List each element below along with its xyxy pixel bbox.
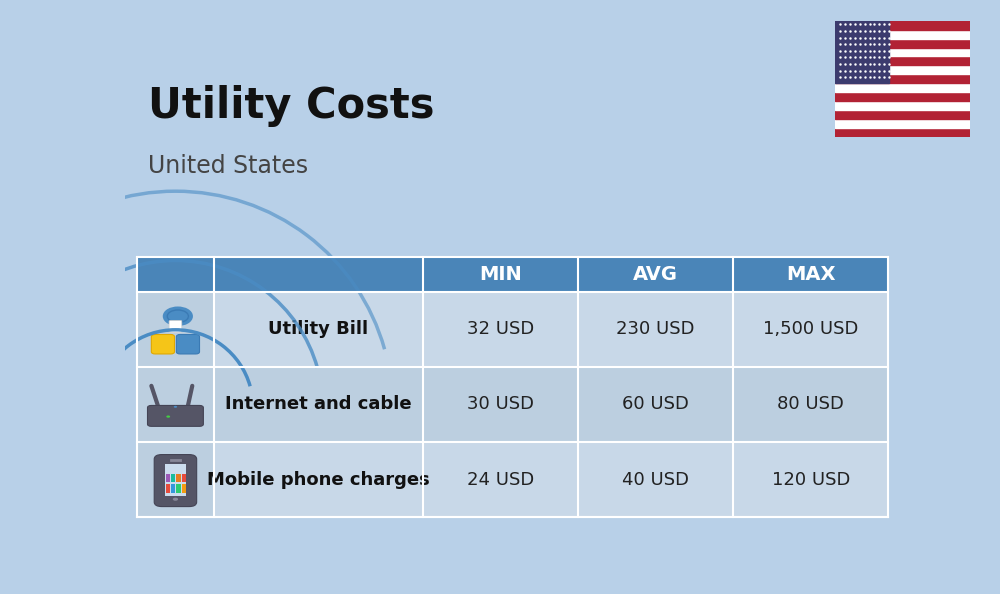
Bar (835, 39, 970, 48)
Bar (166, 484, 170, 492)
Text: Utility Costs: Utility Costs (148, 85, 435, 127)
Bar (835, 56, 970, 65)
Text: 30 USD: 30 USD (467, 396, 534, 413)
Bar (176, 484, 181, 492)
Bar (835, 65, 970, 74)
FancyBboxPatch shape (147, 406, 203, 426)
Bar (176, 474, 181, 482)
FancyBboxPatch shape (151, 334, 175, 354)
Bar (214, 257, 423, 292)
Text: MAX: MAX (786, 264, 835, 283)
Bar (835, 110, 970, 119)
Bar (137, 367, 214, 442)
Text: Internet and cable: Internet and cable (225, 396, 412, 413)
Text: 1,500 USD: 1,500 USD (763, 320, 858, 339)
Text: 60 USD: 60 USD (622, 396, 689, 413)
Bar (165, 465, 186, 496)
Bar (835, 48, 970, 56)
Bar (214, 367, 888, 442)
Circle shape (173, 498, 178, 501)
Bar (835, 21, 970, 30)
Bar (835, 83, 970, 92)
Text: United States: United States (148, 154, 308, 178)
Bar (835, 30, 970, 39)
FancyBboxPatch shape (169, 320, 182, 333)
Bar (171, 484, 175, 492)
Bar (137, 442, 214, 517)
Text: 40 USD: 40 USD (622, 470, 689, 489)
Bar (835, 119, 970, 128)
Bar (171, 474, 175, 482)
Bar (182, 474, 186, 482)
Text: 24 USD: 24 USD (467, 470, 534, 489)
Bar (182, 484, 186, 492)
Bar (137, 292, 214, 367)
Text: MIN: MIN (479, 264, 522, 283)
Text: 32 USD: 32 USD (467, 320, 534, 339)
Circle shape (174, 406, 177, 408)
Text: Utility Bill: Utility Bill (268, 320, 368, 339)
Bar (835, 101, 970, 110)
Bar (214, 442, 888, 517)
Circle shape (166, 415, 170, 418)
Bar (166, 474, 170, 482)
Text: AVG: AVG (633, 264, 678, 283)
Bar (835, 74, 970, 83)
Circle shape (167, 310, 188, 323)
Bar (423, 257, 578, 292)
Bar (835, 21, 889, 83)
Text: 120 USD: 120 USD (772, 470, 850, 489)
Text: Mobile phone charges: Mobile phone charges (207, 470, 430, 489)
Bar (835, 92, 970, 101)
FancyBboxPatch shape (176, 334, 200, 354)
Text: 230 USD: 230 USD (616, 320, 695, 339)
Bar (578, 257, 733, 292)
Bar (137, 257, 214, 292)
Bar (835, 128, 970, 137)
Text: 80 USD: 80 USD (777, 396, 844, 413)
Bar (214, 292, 888, 367)
FancyBboxPatch shape (154, 454, 197, 507)
Bar (733, 257, 888, 292)
